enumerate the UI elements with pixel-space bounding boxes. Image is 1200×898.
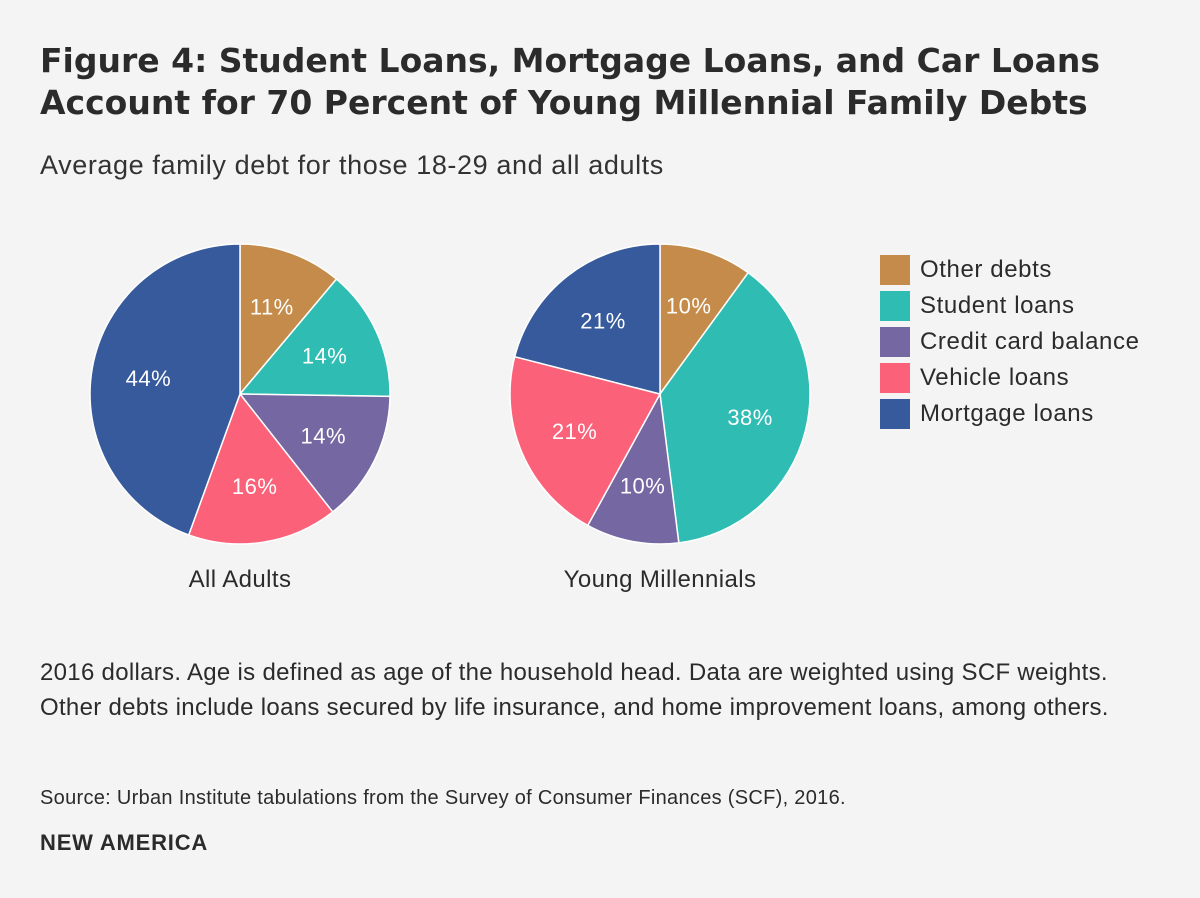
data-label-young-millennials-student-loans: 38%	[727, 405, 773, 430]
legend-label-student-loans: Student loans	[920, 292, 1075, 319]
legend-swatch-credit-card-balance	[880, 327, 910, 357]
pie-slice-young-millennials-mortgage-loans	[513, 243, 661, 395]
data-label-young-millennials-vehicle-loans: 21%	[552, 419, 598, 444]
data-label-all-adults-credit-card-balance: 14%	[301, 423, 347, 448]
legend-item-credit-card-balance: Credit card balance	[880, 324, 1140, 360]
legend-item-student-loans: Student loans	[880, 288, 1140, 324]
legend-label-vehicle-loans: Vehicle loans	[920, 364, 1070, 391]
data-label-all-adults-other-debts: 11%	[250, 295, 294, 320]
legend: Other debts Student loans Credit card ba…	[880, 252, 1140, 432]
data-label-young-millennials-other-debts: 10%	[666, 294, 712, 319]
chart-title-line-1: Figure 4: Student Loans, Mortgage Loans,…	[40, 41, 1100, 80]
pie-slice-all-adults-other-debts	[239, 243, 338, 395]
pie-young-millennials: 10% 38% 10% 21% 21% Young Millennials	[509, 243, 811, 593]
legend-item-mortgage-loans: Mortgage loans	[880, 396, 1140, 432]
legend-label-mortgage-loans: Mortgage loans	[920, 400, 1094, 427]
legend-label-other-debts: Other debts	[920, 256, 1053, 283]
chart-title: Figure 4: Student Loans, Mortgage Loans,…	[40, 40, 1160, 124]
chart-title-line-2: Account for 70 Percent of Young Millenni…	[40, 83, 1088, 122]
data-label-all-adults-mortgage-loans: 44%	[126, 366, 172, 391]
legend-swatch-student-loans	[880, 291, 910, 321]
data-label-young-millennials-credit-card-balance: 10%	[620, 473, 666, 498]
legend-swatch-mortgage-loans	[880, 399, 910, 429]
pie-slice-all-adults-mortgage-loans	[89, 243, 241, 536]
pie-slice-young-millennials-student-loans	[659, 271, 811, 544]
legend-swatch-vehicle-loans	[880, 363, 910, 393]
data-label-young-millennials-mortgage-loans: 21%	[580, 309, 626, 334]
pie-slice-all-adults-credit-card-balance	[239, 393, 391, 513]
pie-title-young-millennials: Young Millennials	[564, 566, 757, 593]
chart-subtitle: Average family debt for those 18-29 and …	[40, 150, 664, 180]
pie-slice-young-millennials-credit-card-balance	[586, 393, 680, 545]
legend-item-other-debts: Other debts	[880, 252, 1140, 288]
pie-slice-young-millennials-other-debts	[659, 243, 749, 395]
legend-swatch-other-debts	[880, 255, 910, 285]
data-label-all-adults-student-loans: 14%	[302, 343, 348, 368]
chart-note: 2016 dollars. Age is defined as age of t…	[40, 659, 1109, 721]
pie-slice-all-adults-vehicle-loans	[187, 393, 334, 545]
legend-label-credit-card-balance: Credit card balance	[920, 328, 1140, 355]
pie-all-adults: 11% 14% 14% 16% 44% All Adults	[89, 243, 391, 593]
chart-source: Source: Urban Institute tabulations from…	[40, 787, 846, 809]
pie-slice-young-millennials-vehicle-loans	[509, 355, 661, 527]
data-label-all-adults-vehicle-loans: 16%	[232, 474, 278, 499]
pie-slice-all-adults-student-loans	[239, 278, 391, 398]
legend-item-vehicle-loans: Vehicle loans	[880, 360, 1140, 396]
pie-title-all-adults: All Adults	[189, 566, 292, 593]
brand-name: NEW AMERICA	[40, 830, 209, 855]
